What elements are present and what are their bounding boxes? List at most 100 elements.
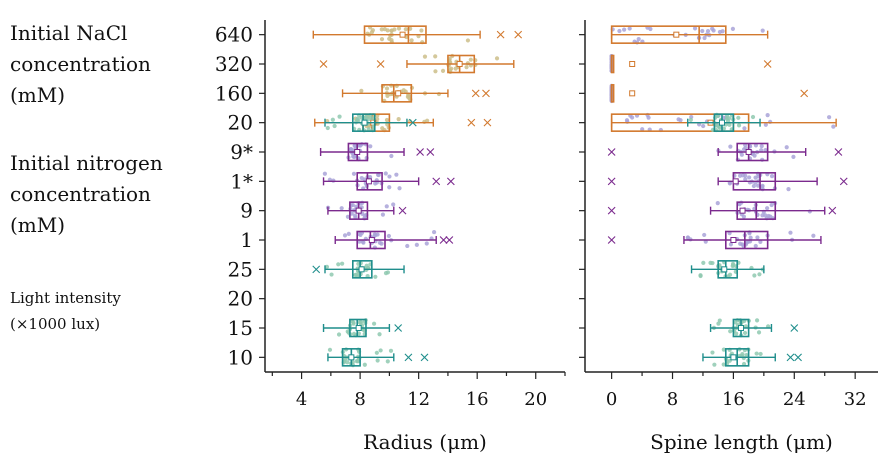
sample-dot — [786, 187, 791, 192]
group-label-line: (mM) — [10, 213, 66, 237]
outlier-stroke — [607, 206, 616, 215]
sample-dot — [373, 274, 378, 279]
sample-dot — [769, 174, 775, 179]
sample-dot — [359, 175, 364, 181]
sample-dot — [742, 330, 748, 336]
outlier-marker — [482, 89, 490, 98]
sample-dot — [384, 117, 390, 123]
sample-dot — [436, 91, 442, 97]
sample-dot — [752, 273, 757, 278]
category-label: 1* — [230, 169, 253, 193]
sample-dot — [701, 260, 706, 265]
outlier-stroke — [482, 89, 490, 98]
sample-dot — [769, 202, 774, 208]
sample-dot — [453, 66, 458, 71]
sample-dot — [432, 229, 437, 235]
x-tick-label: 4 — [296, 389, 307, 410]
x-tick-label: 0 — [606, 389, 617, 410]
mean-marker — [358, 266, 365, 273]
sample-dot — [389, 28, 394, 33]
sample-dot — [362, 362, 367, 367]
sample-dot — [740, 352, 745, 357]
sample-dot — [763, 148, 768, 153]
sample-dot — [622, 27, 627, 32]
sample-dot — [352, 143, 357, 148]
outlier-stroke — [607, 148, 616, 156]
sample-dot — [337, 114, 342, 119]
outlier-stroke — [376, 60, 385, 68]
sample-dot — [389, 153, 394, 159]
box-9 — [607, 200, 837, 221]
sample-dot — [355, 358, 361, 363]
sample-dot — [755, 183, 761, 188]
sample-dot — [721, 126, 727, 131]
sample-dot — [382, 27, 387, 32]
iqr-box — [610, 25, 727, 44]
box-20 — [324, 112, 417, 133]
sample-dot — [721, 362, 726, 367]
x-tick-label: 16 — [722, 389, 745, 410]
sample-dot — [352, 213, 358, 218]
sample-dot — [744, 352, 749, 358]
box-15 — [322, 318, 403, 338]
outlier-marker — [398, 206, 407, 215]
sample-dot — [760, 28, 765, 33]
chart-panel-2: 0 8 16 24 32 Spine length (μm) — [579, 20, 878, 454]
sample-dot — [409, 38, 414, 43]
sample-dot — [391, 202, 396, 207]
iqr-box — [356, 172, 383, 191]
sample-dot — [377, 240, 383, 245]
category-label: 20 — [228, 111, 253, 135]
mean-marker — [629, 61, 636, 67]
sample-dot — [340, 261, 345, 266]
sample-dot — [685, 235, 691, 240]
outlier-stroke — [426, 148, 435, 156]
outlier-stroke — [445, 236, 454, 244]
mean-marker — [348, 354, 355, 361]
sample-dot — [692, 26, 698, 31]
group-label-nacl: Initial NaCl concentration (mM) — [10, 18, 151, 111]
sample-dot — [422, 54, 428, 59]
sample-dot — [370, 28, 375, 33]
outlier-marker — [794, 353, 802, 362]
x-tick-label: 8 — [354, 389, 365, 410]
sample-dot — [740, 173, 746, 178]
sample-dot — [325, 125, 330, 131]
sample-dot — [750, 114, 756, 120]
box-1 — [607, 230, 822, 250]
sample-dot — [380, 212, 386, 217]
sample-dot — [763, 213, 768, 218]
outlier-marker — [445, 236, 454, 244]
sample-dot — [748, 235, 753, 240]
x-tick-label: 32 — [844, 389, 867, 410]
outlier-stroke — [786, 353, 795, 362]
group-label-line: (mM) — [10, 83, 66, 107]
sample-dot — [705, 29, 711, 34]
outlier-marker — [763, 60, 772, 68]
sample-dot — [727, 181, 733, 186]
sample-dot — [727, 272, 733, 277]
box-160 — [609, 83, 809, 104]
outlier-marker — [312, 265, 321, 274]
category-label: 1 — [240, 228, 253, 252]
sample-dot — [386, 233, 391, 239]
x-tick-label: 8 — [667, 389, 678, 410]
sample-dot — [827, 115, 832, 120]
sample-dot — [728, 242, 733, 247]
outlier-stroke — [514, 30, 523, 39]
sample-dot — [360, 239, 365, 245]
sample-dot — [752, 206, 757, 211]
sample-dot — [765, 206, 770, 211]
sample-dot — [339, 206, 344, 211]
sample-dot — [726, 116, 732, 121]
sample-dot — [710, 350, 715, 355]
outlier-stroke — [790, 324, 799, 332]
box-9* — [607, 142, 843, 162]
sample-dot — [389, 37, 394, 43]
sample-dot — [330, 117, 335, 122]
sample-dot — [784, 145, 789, 150]
sample-dot — [376, 172, 381, 177]
box-320 — [319, 53, 515, 74]
sample-dot — [349, 147, 354, 152]
iqr-box — [381, 84, 413, 103]
